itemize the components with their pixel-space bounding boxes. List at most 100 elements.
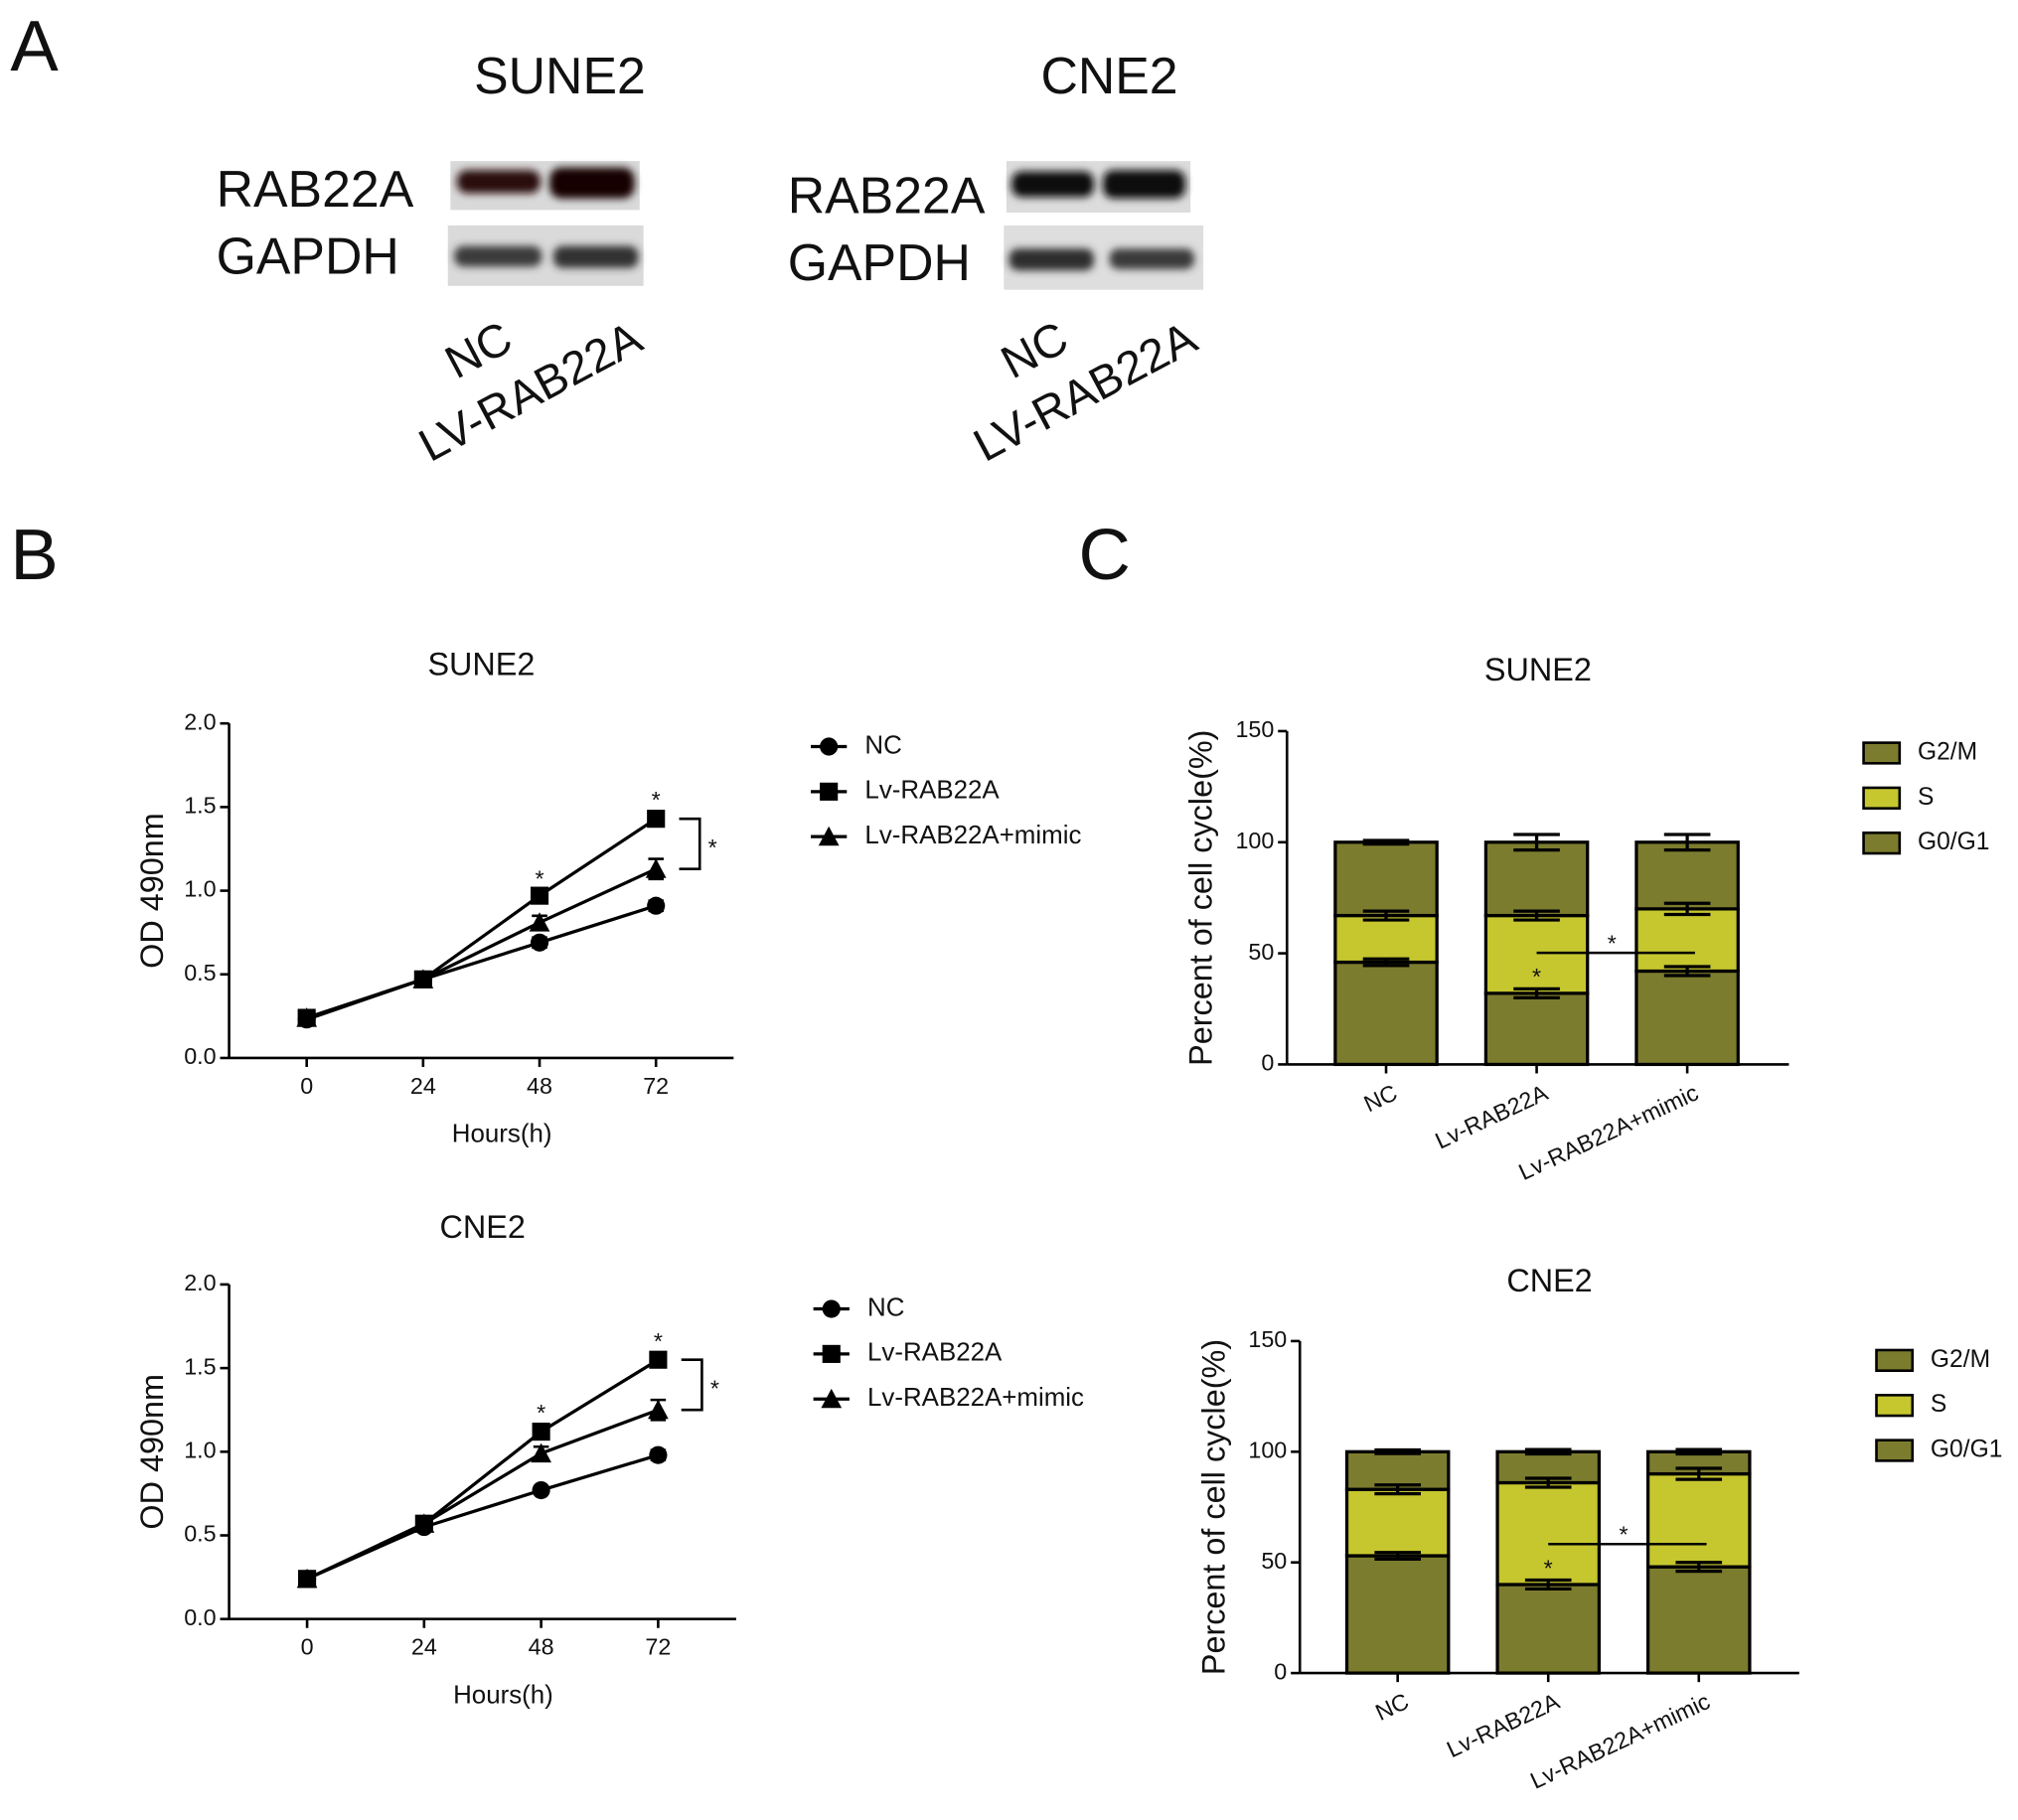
y-tick-label: 100: [1235, 828, 1274, 853]
bar-segment: [1634, 840, 1740, 911]
series-line: [306, 904, 657, 1021]
error-bar: [1362, 957, 1410, 968]
error-bar: [1513, 833, 1560, 852]
y-axis-label: Percent of cell cycle(%): [1196, 1339, 1232, 1675]
annotation: *: [1544, 1555, 1553, 1581]
y-tick-label: 1.5: [184, 793, 216, 819]
annotation: *: [654, 1328, 663, 1354]
y-tick-label: 0: [1274, 1658, 1287, 1684]
annotation: *: [708, 834, 717, 860]
error-bar: [1524, 1447, 1572, 1456]
error-bar: [1374, 1551, 1421, 1561]
x-tick-label: NC: [1360, 1079, 1401, 1117]
y-tick-label: 50: [1248, 939, 1274, 965]
legend-label: S: [1931, 1391, 1946, 1418]
marker: [530, 933, 549, 952]
error-bar: [1524, 1476, 1572, 1489]
legend-label: Lv-RAB22A+mimic: [867, 1384, 1084, 1412]
significance-bracket: [681, 1358, 703, 1412]
blot-lane-label: LV-RAB22A: [410, 311, 650, 471]
blot-image: [1004, 161, 1204, 290]
error-bar: [1374, 1483, 1421, 1496]
error-bar: [1663, 901, 1711, 917]
marker: [530, 886, 549, 905]
x-tick-label: 48: [529, 1634, 554, 1660]
bar-segment: [1333, 960, 1439, 1067]
x-tick-label: 24: [410, 1073, 436, 1099]
blot-lane-label: LV-RAB22A: [965, 311, 1204, 471]
error-bar: [1675, 1466, 1723, 1481]
panel-label: B: [10, 515, 58, 595]
x-tick-label: Lv-RAB22A: [1443, 1688, 1564, 1762]
y-tick-label: 150: [1248, 1326, 1287, 1352]
chart-title: CNE2: [1506, 1263, 1592, 1298]
error-bar: [1362, 838, 1410, 846]
error-bar: [1513, 986, 1560, 999]
annotation: *: [710, 1375, 719, 1401]
marker: [296, 1568, 318, 1589]
bar-segment: [1344, 1487, 1451, 1558]
y-tick-label: 150: [1235, 716, 1274, 742]
chart-title: SUNE2: [427, 647, 535, 682]
bar-segment: [1333, 913, 1439, 965]
annotation: *: [1532, 964, 1541, 989]
y-tick-label: 0.0: [184, 1604, 216, 1630]
error-bar: [1663, 965, 1711, 978]
series-line: [306, 1453, 659, 1581]
y-tick-label: 2.0: [184, 1270, 216, 1295]
bar-segment: [1333, 840, 1439, 918]
series-line: [306, 817, 658, 1020]
marker: [818, 826, 840, 846]
y-tick-label: 50: [1261, 1548, 1287, 1574]
marker: [822, 1299, 841, 1318]
y-tick-label: 1.0: [184, 1437, 216, 1462]
y-tick-label: 2.0: [184, 708, 216, 734]
bar-segment: [1344, 1554, 1451, 1675]
annotation: *: [535, 865, 543, 891]
error-bar: [1374, 1447, 1421, 1455]
annotation: *: [652, 787, 661, 813]
marker: [532, 1423, 550, 1441]
marker: [820, 782, 839, 801]
annotation: *: [537, 1400, 545, 1426]
series-line: [306, 1408, 659, 1581]
panel-label: A: [10, 6, 59, 86]
bar-segment: [1634, 969, 1740, 1067]
bar-segment: [1483, 991, 1590, 1067]
blot-title: SUNE2: [474, 47, 646, 104]
bar-segment: [1645, 1565, 1752, 1675]
y-tick-label: 0.0: [184, 1043, 216, 1069]
marker: [413, 1513, 435, 1533]
x-tick-label: 0: [301, 1634, 314, 1660]
marker: [820, 737, 839, 756]
y-tick-label: 1.0: [184, 876, 216, 902]
bar-segment: [1645, 1471, 1752, 1569]
legend-label: Lv-RAB22A: [864, 777, 1000, 805]
marker: [649, 1445, 668, 1464]
legend-swatch: [1862, 741, 1902, 765]
marker: [648, 1399, 669, 1420]
x-tick-label: 72: [643, 1073, 669, 1099]
legend-swatch: [1875, 1439, 1915, 1462]
y-tick-label: 100: [1248, 1437, 1287, 1462]
x-axis-label: Hours(h): [452, 1121, 552, 1148]
legend-label: G0/G1: [1931, 1437, 2003, 1463]
marker: [821, 1388, 843, 1409]
legend-label: NC: [864, 731, 901, 759]
y-tick-label: 1.5: [184, 1353, 216, 1379]
x-tick-label: 48: [527, 1073, 552, 1099]
y-axis-label: Percent of cell cycle(%): [1183, 730, 1219, 1066]
blot-title: CNE2: [1040, 47, 1177, 104]
chart-title: CNE2: [440, 1209, 526, 1245]
annotation: *: [1608, 931, 1617, 957]
bar-segment: [1483, 840, 1590, 918]
y-tick-label: 0.5: [184, 1521, 216, 1547]
marker: [529, 912, 550, 932]
blot-row-label: GAPDH: [217, 228, 399, 285]
y-tick-label: 0: [1261, 1050, 1274, 1076]
x-tick-label: NC: [1371, 1688, 1412, 1726]
legend-label: S: [1918, 784, 1934, 811]
x-tick-label: Lv-RAB22A: [1431, 1079, 1552, 1153]
x-axis-label: Hours(h): [453, 1681, 553, 1709]
